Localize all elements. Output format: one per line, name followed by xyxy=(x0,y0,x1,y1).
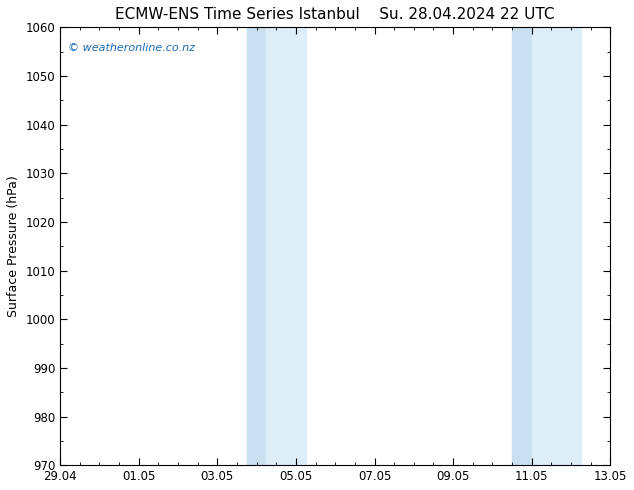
Y-axis label: Surface Pressure (hPa): Surface Pressure (hPa) xyxy=(7,175,20,317)
Title: ECMW-ENS Time Series Istanbul    Su. 28.04.2024 22 UTC: ECMW-ENS Time Series Istanbul Su. 28.04.… xyxy=(115,7,555,22)
Bar xyxy=(512,27,532,465)
Bar xyxy=(266,27,306,465)
Text: © weatheronline.co.nz: © weatheronline.co.nz xyxy=(68,43,195,52)
Bar xyxy=(532,27,581,465)
Bar xyxy=(247,27,266,465)
